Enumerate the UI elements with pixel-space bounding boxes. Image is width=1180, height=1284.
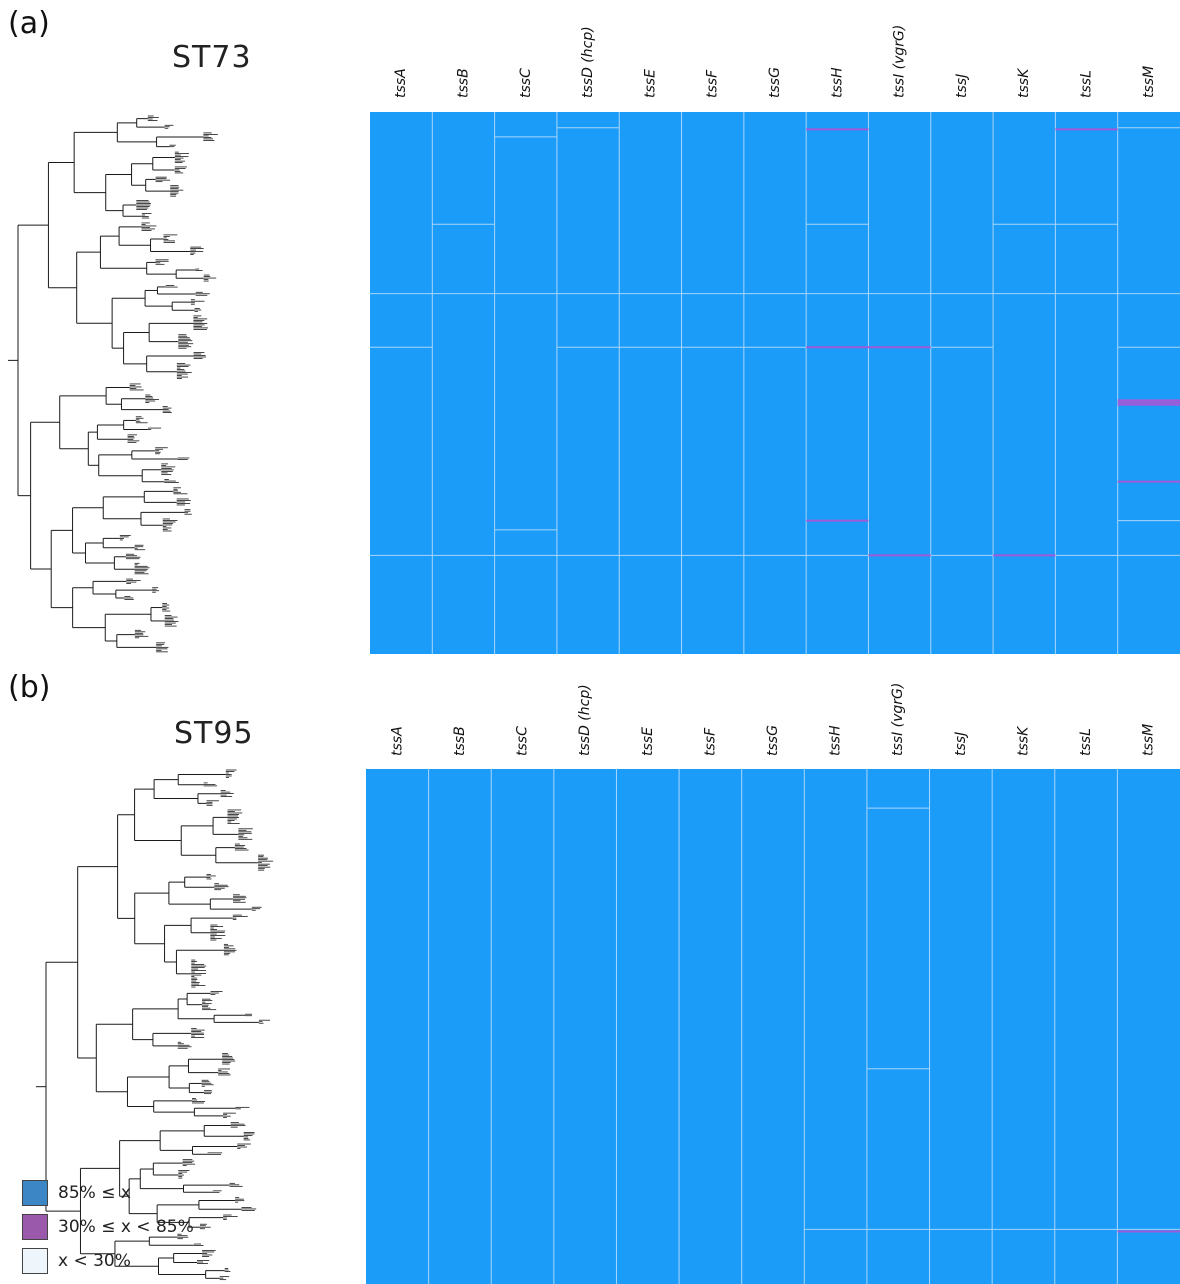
heatmap-column <box>370 112 433 654</box>
heatmap-column <box>930 112 994 654</box>
heatmap-column <box>491 769 554 1284</box>
heatmap-column <box>553 769 617 1284</box>
heatmap-column <box>993 112 1056 654</box>
column-label: tssL <box>1079 70 1095 98</box>
mid-value-cell <box>1117 403 1180 406</box>
heatmap-column <box>806 112 869 654</box>
column-label: tssK <box>1016 67 1032 98</box>
heatmap-column <box>1117 769 1180 1284</box>
column-label: tssM <box>1141 724 1157 756</box>
heatmap-column <box>1055 112 1118 654</box>
heatmap-column <box>992 769 1055 1284</box>
panel-label: (a) <box>8 6 50 41</box>
legend-item-mid: 30% ≤ x < 85% <box>22 1214 242 1242</box>
heatmap-column <box>619 112 682 654</box>
mid-value-cell <box>1055 128 1118 131</box>
legend-label: 85% ≤ x <box>58 1183 131 1203</box>
column-label: tssB <box>455 68 471 98</box>
panel-title: ST73 <box>172 40 252 75</box>
panel-label: (b) <box>8 670 51 705</box>
mid-value-cell <box>1117 401 1180 404</box>
column-label: tssE <box>642 69 658 98</box>
column-label: tssF <box>705 69 721 98</box>
column-label: tssG <box>765 725 781 756</box>
column-label: tssD (hcp) <box>580 26 596 98</box>
mid-value-cell <box>868 346 931 349</box>
column-label: tssF <box>702 727 718 756</box>
heatmap-column <box>616 769 680 1284</box>
legend-label: x < 30% <box>58 1251 131 1271</box>
heatmap-st95: tssA tssB tssC tssD (hcp) tssE tssF tssG tssH ts… <box>36 683 1180 1284</box>
column-label: tssJ <box>954 74 970 98</box>
column-label: tssE <box>640 727 656 756</box>
mid-value-cell <box>806 128 869 131</box>
column-label: tssJ <box>953 732 969 756</box>
column-label: tssC <box>518 68 534 98</box>
legend-swatch <box>22 1248 48 1274</box>
column-label: tssD (hcp) <box>577 684 593 756</box>
column-label: tssL <box>1078 728 1094 756</box>
mid-value-cell <box>868 554 931 557</box>
heatmap-column <box>366 769 429 1284</box>
mid-value-cell <box>806 519 869 522</box>
phylogenetic-tree <box>8 115 218 653</box>
column-label: tssA <box>389 726 405 756</box>
mid-value-cell <box>806 346 869 349</box>
heatmap-column <box>1054 769 1118 1284</box>
legend-item-high: 85% ≤ x <box>22 1180 242 1208</box>
column-label: tssG <box>767 67 783 98</box>
column-label: tssM <box>1141 66 1157 98</box>
panel-title: ST95 <box>174 716 254 751</box>
column-label: tssH <box>828 725 844 756</box>
legend-swatch <box>22 1180 48 1206</box>
heatmap-column <box>679 769 742 1284</box>
heatmap-column <box>428 769 492 1284</box>
heatmap-column <box>681 112 744 654</box>
column-label: tssC <box>515 726 531 756</box>
legend-swatch <box>22 1214 48 1240</box>
column-label: tssI (vgrG) <box>892 25 908 98</box>
column-label: tssB <box>452 726 468 756</box>
mid-value-cell <box>1117 399 1180 402</box>
mid-value-cell <box>993 554 1056 557</box>
panel-a: (a) ST73 tssA tssB tssC tssD (hcp) tssE tssF t… <box>8 6 1180 654</box>
legend-item-low: x < 30% <box>22 1248 242 1276</box>
heatmap-column <box>804 769 867 1284</box>
column-label: tssA <box>393 68 409 98</box>
mid-value-cell <box>1117 1230 1180 1233</box>
heatmap-column <box>743 112 807 654</box>
heatmap-column <box>929 769 993 1284</box>
column-label: tssK <box>1015 725 1031 756</box>
phylogenetic-tree <box>36 769 274 1281</box>
mid-value-cell <box>1117 480 1180 483</box>
heatmap-column <box>868 112 931 654</box>
heatmap-column <box>866 769 930 1284</box>
panel-b: (b) ST95 tssA tssB tssC tssD (hcp) tssE tssF t… <box>0 664 1180 1284</box>
heatmap-column <box>741 769 805 1284</box>
heatmap-column <box>494 112 557 654</box>
heatmap-st73: tssA tssB tssC tssD (hcp) tssE tssF tssG tssH ts… <box>8 25 1180 654</box>
column-label: tssH <box>829 67 845 98</box>
legend-label: 30% ≤ x < 85% <box>58 1217 194 1237</box>
heatmap-column <box>556 112 620 654</box>
heatmap-column <box>1117 112 1180 654</box>
column-label: tssI (vgrG) <box>890 683 906 756</box>
heatmap-column <box>432 112 495 654</box>
